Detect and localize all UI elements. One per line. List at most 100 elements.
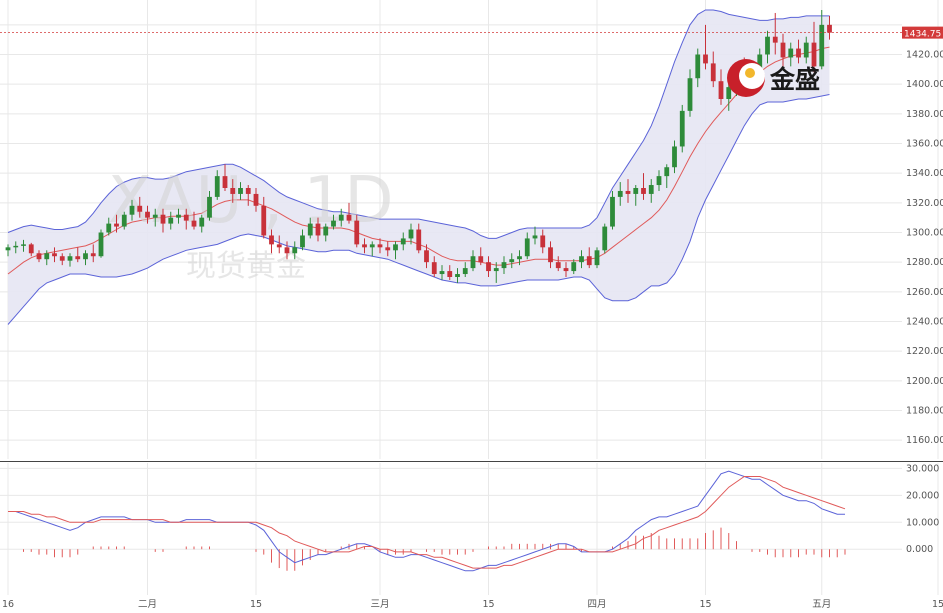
candle-body — [21, 244, 26, 246]
candle-body — [765, 36, 770, 55]
candle — [641, 173, 646, 200]
candle — [393, 241, 398, 260]
candle — [75, 247, 81, 263]
candle — [346, 202, 352, 224]
macd-indicator — [8, 470, 846, 572]
candle-body — [431, 262, 437, 275]
price-tick-label: 1380.00 — [906, 109, 943, 120]
candle-body — [300, 235, 305, 248]
candle — [548, 241, 553, 269]
candle — [772, 12, 778, 55]
candle — [362, 238, 367, 254]
candle — [21, 239, 26, 252]
candle — [803, 36, 809, 64]
candle — [517, 250, 522, 266]
date-tick-label: 15 — [699, 599, 711, 610]
candle — [462, 262, 468, 277]
macd-tick-label: 20.000 — [906, 490, 939, 501]
candle — [129, 199, 135, 221]
candlesticks — [5, 10, 832, 283]
candle — [656, 170, 662, 191]
candle-body — [811, 42, 817, 67]
candle — [827, 15, 832, 40]
candle — [571, 259, 577, 275]
candle-body — [656, 176, 662, 186]
candle — [532, 226, 538, 245]
candle-body — [338, 214, 344, 221]
candle-body — [703, 54, 708, 64]
candle-body — [455, 274, 460, 277]
price-tick-label: 1300.00 — [906, 228, 943, 239]
price-tick-label: 1240.00 — [906, 317, 943, 328]
bollinger-lower-line — [7, 94, 830, 325]
candle — [331, 214, 336, 230]
candle — [176, 208, 181, 224]
candle — [439, 265, 445, 280]
candle — [121, 211, 127, 230]
candle — [664, 164, 670, 188]
candle-body — [524, 238, 530, 257]
candle — [610, 190, 615, 230]
macd-axis: 0.000 10.000 20.000 30.000 — [906, 463, 939, 555]
candle — [315, 217, 321, 242]
candle-body — [44, 253, 50, 260]
candle — [300, 229, 305, 251]
candle — [253, 188, 259, 212]
candle — [470, 250, 476, 272]
date-tick-label: 二月 — [138, 599, 157, 610]
candle — [672, 140, 677, 174]
candle-body — [307, 223, 313, 236]
candle-body — [788, 48, 794, 58]
price-axis: 1160.00 1180.00 1200.00 1220.00 1240.00 1260.… — [906, 50, 943, 447]
price-tick-label: 1180.00 — [906, 406, 943, 417]
candle-body — [160, 214, 166, 224]
candle-body — [385, 247, 391, 251]
candle-body — [470, 256, 476, 269]
candle-body — [346, 214, 352, 221]
price-tick-label: 1280.00 — [906, 257, 943, 268]
candle — [354, 214, 360, 248]
candle — [633, 185, 639, 206]
candle — [501, 256, 507, 275]
price-tick-label: 1260.00 — [906, 287, 943, 298]
candle — [780, 33, 786, 67]
candle-body — [83, 253, 88, 260]
candle-body — [323, 226, 329, 236]
candle-body — [137, 205, 143, 212]
candle-body — [191, 220, 197, 227]
candle-body — [129, 205, 135, 215]
candle — [338, 208, 344, 227]
candle-body — [5, 247, 11, 251]
candle — [369, 241, 375, 257]
candle-body — [145, 211, 150, 218]
candle — [160, 208, 166, 233]
price-tick-label: 1320.00 — [906, 198, 943, 209]
candle-body — [819, 24, 825, 67]
candle — [447, 265, 453, 280]
price-tick-label: 1220.00 — [906, 346, 943, 357]
candle-body — [269, 235, 274, 245]
date-tick-label: 15 — [250, 599, 262, 610]
candle-body — [354, 220, 360, 245]
candle-body — [664, 167, 670, 177]
candle-body — [594, 250, 600, 266]
candle — [98, 229, 104, 258]
macd-grid — [0, 463, 939, 595]
candle-body — [563, 268, 569, 272]
candle-body — [106, 223, 112, 233]
last-price-line: 1434.75 — [0, 26, 943, 40]
candle — [478, 247, 484, 266]
candle — [555, 256, 561, 272]
candle — [385, 241, 391, 257]
candle-body — [617, 190, 623, 197]
candle-body — [67, 256, 73, 261]
candle — [796, 39, 801, 64]
candle — [540, 229, 546, 254]
candle-body — [687, 78, 693, 111]
candle — [230, 179, 236, 203]
candle-body — [486, 262, 491, 272]
candle-body — [98, 232, 104, 257]
candle-body — [292, 247, 298, 254]
candle-body — [493, 268, 499, 272]
candle — [245, 185, 251, 206]
